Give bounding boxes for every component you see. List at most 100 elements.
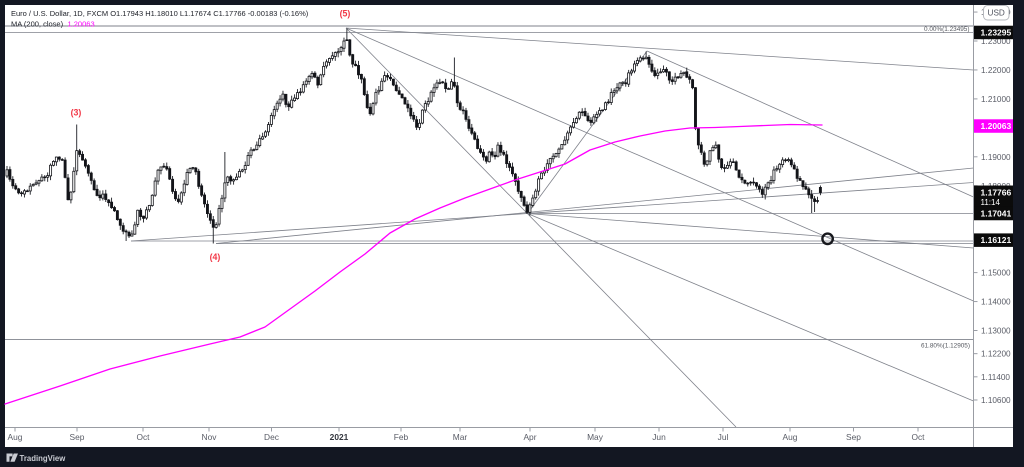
candle-body — [240, 169, 244, 172]
trend-line-peak-shallow[interactable] — [345, 27, 974, 71]
moving-average-layer — [4, 123, 823, 405]
candle-body — [293, 97, 297, 102]
price-axis[interactable]: 1.240001.230001.220001.210001.190001.180… — [974, 8, 1013, 405]
candle-body — [487, 151, 491, 163]
candle-body — [89, 172, 93, 181]
candle-body — [516, 180, 520, 192]
trend-line-june-top-down[interactable] — [646, 50, 974, 198]
candle-body — [458, 102, 462, 110]
trend-line-apr-june-rise[interactable] — [527, 50, 648, 214]
candle-body — [574, 118, 578, 124]
trend-line-peak-mid[interactable] — [345, 27, 974, 302]
price-badge-rect-1.20063 — [974, 119, 1013, 133]
candle-body — [734, 161, 738, 171]
candle-body — [476, 138, 480, 149]
candle-body — [740, 176, 744, 181]
candle-body — [554, 153, 558, 158]
time-tick-label-Aug: Aug — [8, 432, 23, 442]
candle-body — [339, 47, 343, 52]
time-tick-label-Aug: Aug — [783, 432, 798, 442]
trend-line-seplow-rise[interactable] — [130, 182, 974, 242]
candle-body — [804, 186, 808, 190]
ma-200-line[interactable] — [4, 123, 823, 405]
candle-body — [159, 166, 163, 171]
candle-body — [362, 78, 366, 95]
candle-body — [560, 144, 564, 150]
candle-body — [662, 69, 665, 73]
candle-body — [749, 181, 753, 184]
candle-body — [746, 182, 750, 185]
candle-body — [188, 168, 192, 174]
chart-pane[interactable] — [5, 5, 1013, 447]
candle-body — [531, 197, 535, 206]
candle-body — [702, 152, 706, 165]
trend-line-apex-gentle-down[interactable] — [527, 213, 974, 249]
trend-line-peak-steep[interactable] — [345, 27, 737, 428]
candle-body — [325, 61, 328, 67]
candle-body — [75, 150, 79, 172]
time-tick-label-2021: 2021 — [330, 432, 349, 442]
candle-body — [46, 175, 50, 178]
candle-body — [423, 103, 427, 111]
candle-body — [214, 224, 218, 228]
price-badge-1.16121: 1.16121 — [981, 235, 1012, 245]
candle-body — [708, 150, 712, 162]
candle-body — [298, 91, 302, 94]
candle-body — [766, 182, 770, 188]
candle-body — [685, 71, 689, 78]
tradingview-logo-icon[interactable] — [6, 453, 19, 462]
candle-body — [470, 127, 474, 134]
currency-toggle[interactable]: USD — [983, 5, 1010, 21]
candle-body — [139, 209, 143, 217]
candle-body — [473, 132, 477, 140]
candle-body — [377, 89, 381, 93]
price-badge-countdown: 11:14 — [981, 198, 1001, 207]
candle-body — [17, 188, 21, 194]
legend: Euro / U.S. Dollar, 1D, FXCM O1.17943 H1… — [11, 9, 309, 28]
candle-body — [72, 170, 76, 193]
candle-body — [644, 56, 648, 60]
candle-body — [307, 75, 311, 82]
candle-body — [14, 185, 18, 190]
candle-body — [412, 114, 416, 120]
candle-body — [691, 79, 695, 89]
candle-body — [461, 109, 465, 112]
candle-body — [20, 192, 23, 195]
price-tick-label-1.23000: 1.23000 — [981, 37, 1011, 46]
candle-body — [52, 161, 55, 166]
candle-body — [511, 166, 514, 175]
candle-body — [246, 155, 250, 166]
candle-body — [551, 155, 555, 160]
trend-line-novlow-rise[interactable] — [215, 167, 974, 244]
candle-body — [322, 65, 326, 76]
candle-body — [261, 136, 265, 140]
time-axis[interactable]: Aug Sep Oct Nov Dec 2021 Feb Mar Apr May Jun Jul Aug… — [8, 428, 926, 442]
candle-body — [130, 233, 134, 237]
currency-label: USD — [988, 9, 1005, 18]
candle-body — [586, 115, 590, 121]
legend-ma-label[interactable]: MA (200, close) — [11, 19, 64, 28]
candle-body — [789, 159, 793, 166]
candle-body — [598, 110, 602, 115]
candle-body — [688, 76, 692, 80]
candle-body — [194, 167, 198, 173]
circle-marker[interactable] — [821, 232, 834, 246]
candle-body — [185, 172, 189, 185]
legend-symbol-ohlc[interactable]: Euro / U.S. Dollar, 1D, FXCM O1.17943 H1… — [11, 9, 309, 18]
candle-body — [144, 209, 148, 219]
candle-body — [667, 71, 671, 81]
price-tick-label-1.13000: 1.13000 — [981, 327, 1011, 336]
candle-body — [502, 151, 506, 155]
candle-body — [621, 81, 625, 84]
candle-body — [25, 190, 29, 193]
tradingview-brand-text[interactable]: TradingView — [20, 454, 67, 463]
candle-body — [601, 109, 604, 112]
candle-body — [731, 161, 735, 163]
candle-body — [127, 231, 131, 237]
candle-body — [43, 176, 47, 179]
candle-body — [104, 193, 108, 200]
candle-body — [383, 75, 387, 82]
price-badge-rect-1.16121 — [974, 233, 1013, 247]
trend-line-apex-steep-down[interactable] — [527, 213, 974, 402]
